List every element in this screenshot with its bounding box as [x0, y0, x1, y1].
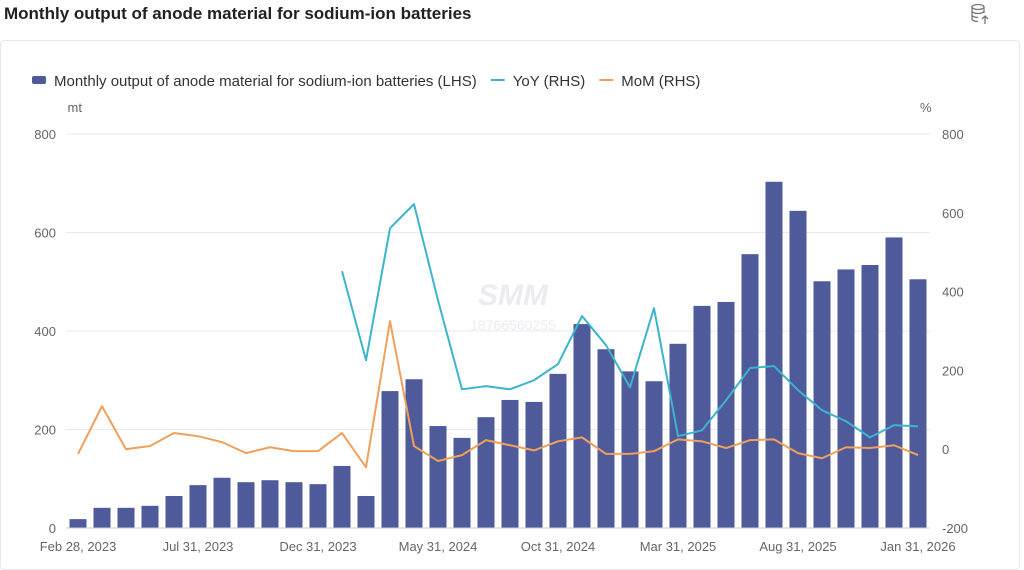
legend-item-2: MoM (RHS)	[599, 73, 700, 90]
bar	[693, 305, 711, 528]
left-tick-label: 800	[34, 127, 56, 142]
legend-item-1: YoY (RHS)	[490, 73, 586, 90]
bar	[573, 324, 591, 528]
bar	[885, 237, 903, 529]
bar	[789, 210, 807, 528]
x-tick-label: Oct 31, 2024	[521, 539, 595, 554]
legend-label: MoM (RHS)	[621, 73, 700, 90]
bar	[357, 495, 375, 528]
left-tick-label: 200	[34, 423, 56, 438]
bar	[525, 401, 543, 528]
bar	[765, 181, 783, 528]
bar	[333, 465, 351, 528]
bar	[165, 495, 183, 528]
legend-swatch	[32, 76, 46, 84]
page-title: Monthly output of anode material for sod…	[4, 4, 472, 23]
right-tick-label: 200	[942, 363, 964, 378]
bar	[429, 426, 447, 528]
bar	[237, 482, 255, 528]
bar	[717, 301, 735, 528]
right-tick-label: 800	[942, 127, 964, 142]
database-export-icon[interactable]	[968, 2, 992, 26]
right-tick-label: 400	[942, 285, 964, 300]
bar	[405, 379, 423, 528]
x-tick-label: May 31, 2024	[399, 539, 478, 554]
mom-line	[77, 320, 919, 469]
bar	[909, 279, 927, 528]
watermark: SMM 18766560255	[470, 279, 556, 333]
bar	[477, 417, 495, 528]
bar	[381, 391, 399, 528]
watermark-phone: 18766560255	[470, 317, 556, 333]
bar	[741, 254, 759, 529]
bar	[645, 381, 663, 528]
bar	[597, 349, 615, 528]
bar	[549, 373, 567, 528]
right-tick-label: 0	[942, 442, 949, 457]
left-tick-label: 0	[49, 521, 56, 536]
x-tick-label: Feb 28, 2023	[40, 539, 117, 554]
x-tick-label: Mar 31, 2025	[640, 539, 717, 554]
bar	[213, 477, 231, 528]
right-tick-label: -200	[942, 521, 968, 536]
bar	[69, 519, 87, 528]
x-tick-label: Dec 31, 2023	[279, 539, 356, 554]
bar	[813, 281, 831, 528]
right-tick-label: 600	[942, 206, 964, 221]
bar	[837, 269, 855, 528]
bar	[93, 507, 111, 528]
x-tick-label: Jul 31, 2023	[163, 539, 234, 554]
legend-label: Monthly output of anode material for sod…	[54, 73, 477, 90]
bar	[189, 485, 207, 528]
x-tick-label: Aug 31, 2025	[759, 539, 836, 554]
bar	[453, 437, 471, 528]
left-tick-label: 400	[34, 324, 56, 339]
bar	[285, 482, 303, 528]
right-axis-unit: %	[920, 100, 932, 115]
bar	[861, 265, 879, 528]
bar	[261, 480, 279, 528]
legend-label: YoY (RHS)	[513, 73, 586, 90]
watermark-logo: SMM	[478, 279, 549, 312]
bar	[117, 507, 135, 528]
bar	[309, 484, 327, 528]
left-axis-unit: mt	[68, 100, 83, 115]
bar	[621, 371, 639, 528]
bar	[141, 505, 159, 528]
x-tick-label: Jan 31, 2026	[880, 539, 955, 554]
left-tick-label: 600	[34, 226, 56, 241]
bar	[501, 399, 519, 528]
legend-item-0: Monthly output of anode material for sod…	[32, 73, 477, 90]
yoy-line	[341, 203, 919, 439]
